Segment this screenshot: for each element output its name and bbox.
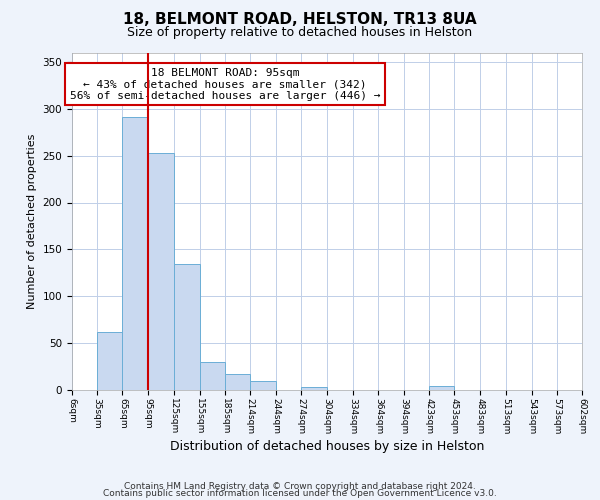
Text: 18, BELMONT ROAD, HELSTON, TR13 8UA: 18, BELMONT ROAD, HELSTON, TR13 8UA xyxy=(123,12,477,28)
Bar xyxy=(429,386,455,390)
Bar xyxy=(301,387,327,390)
Text: Contains HM Land Registry data © Crown copyright and database right 2024.: Contains HM Land Registry data © Crown c… xyxy=(124,482,476,491)
Bar xyxy=(122,117,148,390)
Y-axis label: Number of detached properties: Number of detached properties xyxy=(27,134,37,309)
Text: Contains public sector information licensed under the Open Government Licence v3: Contains public sector information licen… xyxy=(103,490,497,498)
Text: Size of property relative to detached houses in Helston: Size of property relative to detached ho… xyxy=(127,26,473,39)
Text: 18 BELMONT ROAD: 95sqm
← 43% of detached houses are smaller (342)
56% of semi-de: 18 BELMONT ROAD: 95sqm ← 43% of detached… xyxy=(70,68,380,101)
Bar xyxy=(250,380,275,390)
X-axis label: Distribution of detached houses by size in Helston: Distribution of detached houses by size … xyxy=(170,440,484,452)
Bar xyxy=(97,332,122,390)
Bar xyxy=(148,153,174,390)
Bar xyxy=(174,264,199,390)
Bar xyxy=(199,362,225,390)
Bar xyxy=(225,374,250,390)
